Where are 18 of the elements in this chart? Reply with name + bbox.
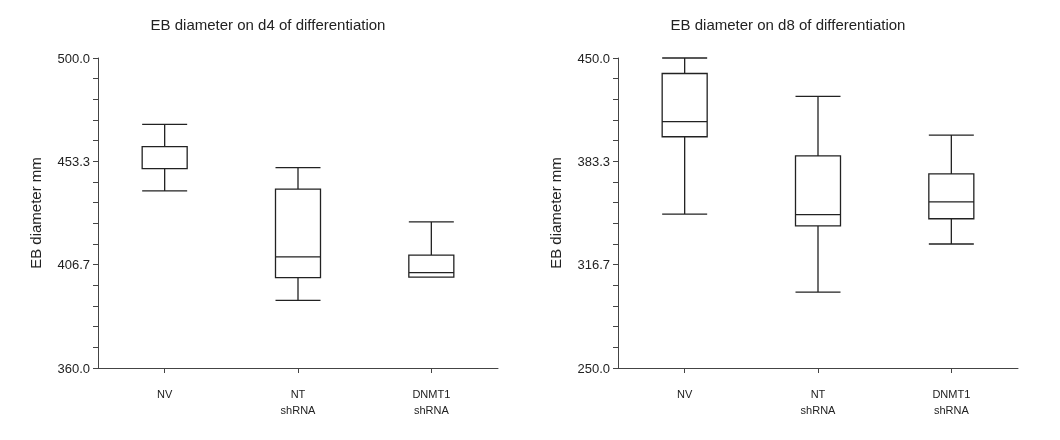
x-tick-label: DNMT1 shRNA [412, 388, 451, 416]
y-tick-label: 316.7 [577, 257, 610, 273]
x-tick-label: NT shRNA [280, 388, 317, 416]
x-tick-label: DNMT1 shRNA [932, 388, 971, 416]
chart-title: EB diameter on d8 of differentiation [670, 16, 906, 33]
y-axis-title: EB diameter mm [27, 157, 44, 269]
y-tick-label: 406.7 [57, 257, 90, 273]
y-tick-label: 450.0 [577, 50, 610, 66]
x-tick-label: NV [677, 388, 693, 400]
y-tick-label: 383.3 [577, 153, 610, 169]
y-tick-label: 453.3 [57, 153, 90, 169]
x-tick-label: NT shRNA [800, 388, 837, 416]
y-tick-label: 250.0 [577, 360, 610, 376]
x-tick-label: NV [157, 388, 173, 400]
y-tick-label: 500.0 [57, 50, 90, 66]
y-tick-label: 360.0 [57, 360, 90, 376]
y-axis-title: EB diameter mm [547, 157, 564, 269]
chart-title: EB diameter on d4 of differentiation [150, 16, 386, 33]
